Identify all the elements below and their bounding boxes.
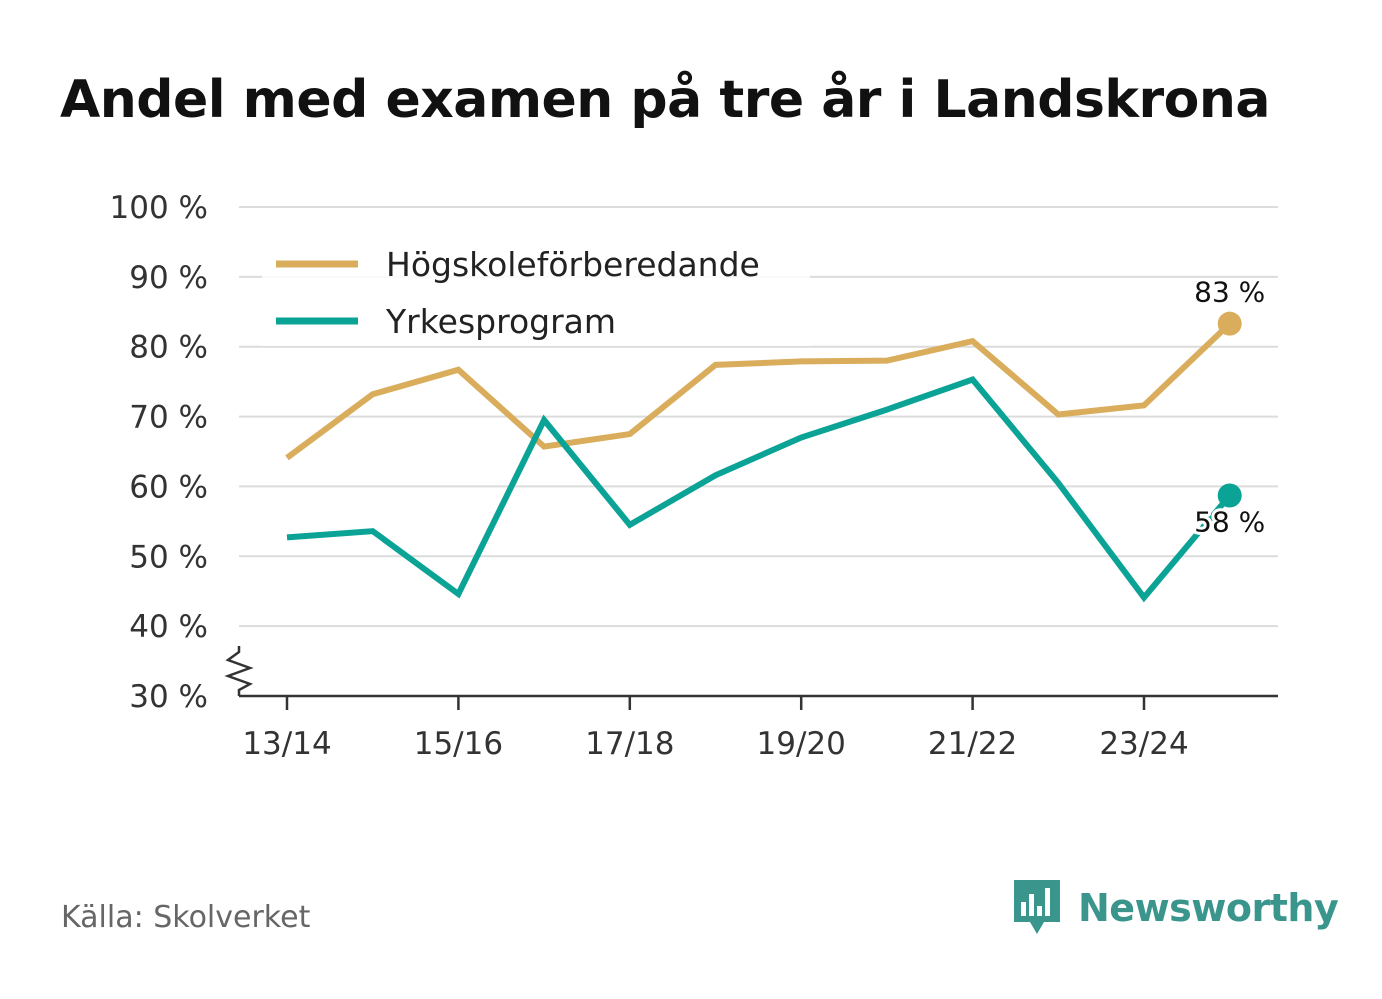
x-tick-label: 17/18 [585, 726, 674, 762]
legend-label: Yrkesprogram [385, 302, 616, 341]
end-label-halo: 58 % [1194, 506, 1265, 539]
y-tick-label: 100 % [110, 190, 208, 226]
end-labels: 83 %83 %58 %58 % [1191, 273, 1268, 542]
y-tick-label: 70 % [129, 400, 208, 436]
end-label-halo: 83 % [1194, 276, 1265, 309]
y-tick-label: 50 % [129, 539, 208, 575]
y-tick-label: 80 % [129, 330, 208, 366]
y-tick-label: 30 % [129, 679, 208, 715]
series-line-hogskoleforberedande [285, 321, 1232, 461]
y-tick-label: 90 % [129, 260, 208, 296]
legend-background [262, 230, 810, 346]
end-point-marker [1217, 483, 1242, 508]
y-tick-label: 60 % [129, 469, 208, 505]
axis-break-icon [224, 646, 254, 696]
chart-title: Andel med examen på tre år i Landskrona [60, 70, 1270, 130]
series-lines [285, 321, 1232, 603]
brand-logo: Newsworthy [1012, 878, 1339, 938]
x-tick-label: 15/16 [414, 726, 503, 762]
end-label: 83 % [1194, 276, 1265, 309]
end-point-marker [1217, 311, 1242, 336]
x-tick-label: 13/14 [242, 726, 331, 762]
newsworthy-logo-icon [1014, 880, 1060, 934]
brand-name: Newsworthy [1078, 886, 1339, 930]
axes: 30 % 40 % 50 % 60 % 70 % 80 % 90 % 100 % 13/14 15… [110, 190, 1278, 762]
x-tick-label: 19/20 [757, 726, 846, 762]
y-tick-label: 40 % [129, 609, 208, 645]
source-note: Källa: Skolverket [61, 900, 311, 935]
x-tick-label: 23/24 [1099, 726, 1188, 762]
x-tick-label: 21/22 [928, 726, 1017, 762]
end-label: 58 % [1194, 506, 1265, 539]
series-line-yrkesprogram [286, 376, 1232, 603]
legend: Högskoleförberedande Yrkesprogram [262, 230, 810, 346]
legend-label: Högskoleförberedande [386, 245, 760, 284]
